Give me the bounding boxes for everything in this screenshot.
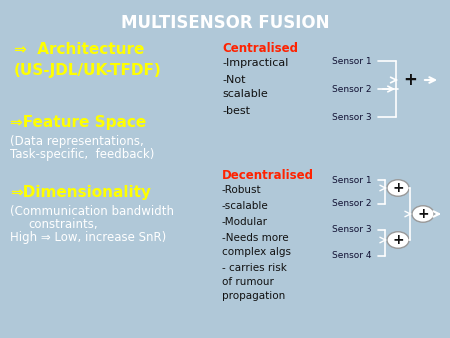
Text: -Robust: -Robust <box>222 185 261 195</box>
Text: -Modular: -Modular <box>222 217 268 227</box>
Text: Sensor 1: Sensor 1 <box>332 56 372 66</box>
FancyBboxPatch shape <box>218 38 320 158</box>
Text: High ⇒ Low, increase SnR): High ⇒ Low, increase SnR) <box>10 231 166 244</box>
Text: -Impractical: -Impractical <box>222 58 288 68</box>
Text: +: + <box>392 233 404 247</box>
Text: scalable: scalable <box>222 89 268 99</box>
Text: complex algs: complex algs <box>222 247 291 257</box>
Text: Sensor 2: Sensor 2 <box>332 199 372 209</box>
Text: +: + <box>403 71 417 89</box>
Text: Sensor 2: Sensor 2 <box>332 84 372 94</box>
Circle shape <box>387 232 409 248</box>
Text: Sensor 1: Sensor 1 <box>332 175 372 185</box>
Text: (Communication bandwidth: (Communication bandwidth <box>10 205 174 218</box>
Text: MULTISENSOR FUSION: MULTISENSOR FUSION <box>121 14 329 32</box>
Text: -scalable: -scalable <box>222 201 269 211</box>
Circle shape <box>412 206 434 222</box>
Text: -Not: -Not <box>222 75 246 85</box>
Circle shape <box>398 71 422 89</box>
Text: -best: -best <box>222 106 250 116</box>
Text: Decentralised: Decentralised <box>222 169 314 182</box>
Text: of rumour: of rumour <box>222 277 274 287</box>
FancyBboxPatch shape <box>5 38 208 330</box>
Circle shape <box>387 180 409 196</box>
Text: - carries risk: - carries risk <box>222 263 287 273</box>
Text: (Data representations,: (Data representations, <box>10 135 144 148</box>
Text: Sensor 3: Sensor 3 <box>332 113 372 121</box>
Text: ⇒  Architecture: ⇒ Architecture <box>14 42 144 57</box>
Text: +: + <box>417 207 429 221</box>
Text: (US-JDL/UK-TFDF): (US-JDL/UK-TFDF) <box>14 63 162 78</box>
FancyBboxPatch shape <box>218 165 320 327</box>
Text: Sensor 3: Sensor 3 <box>332 225 372 235</box>
Text: +: + <box>392 181 404 195</box>
Text: Centralised: Centralised <box>222 42 298 55</box>
Text: propagation: propagation <box>222 291 285 301</box>
Text: Task-specific,  feedback): Task-specific, feedback) <box>10 148 154 161</box>
Text: -Needs more: -Needs more <box>222 233 288 243</box>
Text: constraints,: constraints, <box>28 218 98 231</box>
Text: Sensor 4: Sensor 4 <box>332 251 372 261</box>
Text: ⇒Feature Space: ⇒Feature Space <box>10 115 146 130</box>
Text: ⇒Dimensionality: ⇒Dimensionality <box>10 185 151 200</box>
